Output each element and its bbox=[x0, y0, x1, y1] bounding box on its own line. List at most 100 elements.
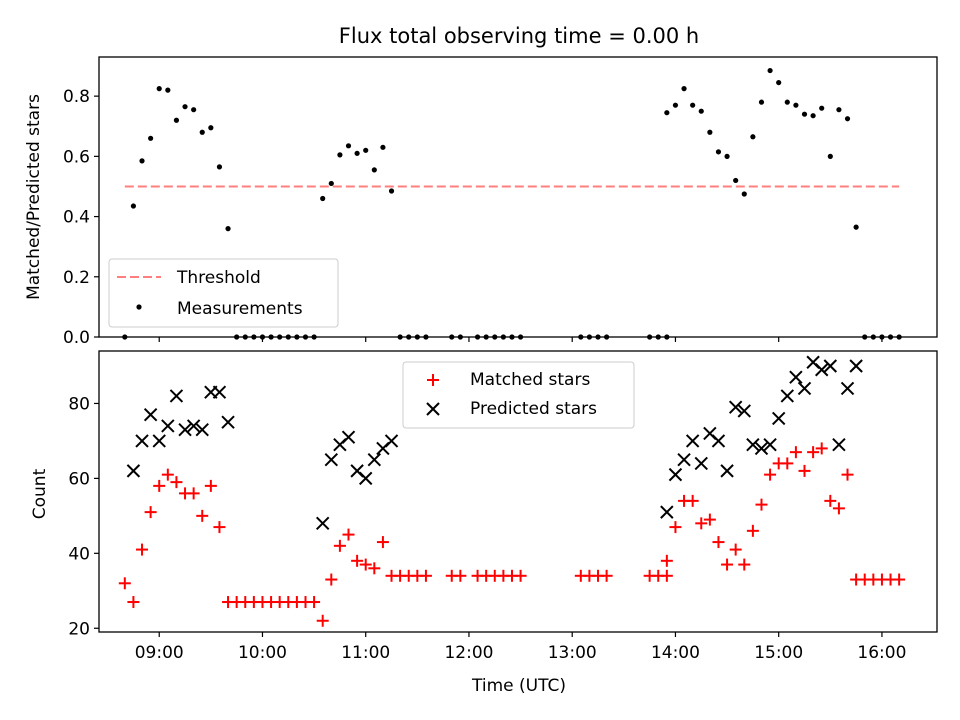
predicted-point bbox=[143, 407, 158, 422]
bottom-xtick-label: 10:00 bbox=[238, 643, 287, 663]
matched-point bbox=[824, 494, 837, 507]
measurement-point bbox=[173, 117, 180, 123]
matched-point bbox=[764, 468, 777, 481]
bottom-xtick-label: 11:00 bbox=[341, 643, 390, 663]
predicted-point bbox=[212, 385, 227, 399]
measurement-point bbox=[328, 180, 334, 187]
matched-point bbox=[798, 464, 811, 477]
predicted-point bbox=[754, 441, 769, 456]
bottom-xtick-label: 14:00 bbox=[651, 643, 700, 663]
predicted-point bbox=[711, 434, 726, 448]
top-ylabel: Matched/Predicted stars bbox=[24, 94, 44, 300]
legend-measurements-label: Measurements bbox=[177, 299, 303, 319]
predicted-point bbox=[720, 464, 734, 478]
measurement-point bbox=[715, 149, 722, 155]
bottom-axes-frame bbox=[98, 350, 938, 633]
matched-point bbox=[144, 506, 157, 519]
bottom-legend: Matched stars Predicted stars bbox=[402, 361, 635, 429]
legend-measurements-swatch bbox=[136, 304, 142, 310]
measurement-point bbox=[836, 107, 842, 113]
matched-point bbox=[738, 558, 751, 571]
bottom-yticks: 20 40 60 80 bbox=[68, 394, 99, 639]
predicted-point bbox=[685, 434, 700, 448]
matched-point bbox=[729, 543, 742, 556]
predicted-point bbox=[849, 359, 863, 373]
measurement-point bbox=[698, 108, 704, 114]
matched-point bbox=[781, 457, 794, 470]
matched-point bbox=[359, 558, 372, 571]
matched-point bbox=[342, 528, 355, 541]
bottom-ylabel: Count bbox=[30, 468, 50, 519]
legend-matched-label: Matched stars bbox=[470, 370, 590, 390]
matched-point bbox=[721, 558, 734, 571]
measurement-point bbox=[320, 195, 326, 202]
measurement-point bbox=[363, 147, 369, 153]
matched-point bbox=[841, 468, 854, 481]
top-ytick-label: 0.4 bbox=[63, 208, 90, 228]
top-axes-frame bbox=[98, 56, 938, 338]
measurement-point bbox=[165, 87, 171, 93]
matched-point bbox=[815, 442, 828, 455]
matched-point bbox=[376, 536, 389, 549]
measurement-point bbox=[758, 99, 765, 105]
matched-point bbox=[213, 521, 226, 534]
measurement-point bbox=[130, 203, 137, 209]
measurement-point bbox=[767, 67, 773, 74]
measurement-point bbox=[810, 113, 816, 119]
measurement-point bbox=[750, 134, 756, 140]
matched-point bbox=[308, 596, 321, 609]
measurement-point bbox=[844, 116, 851, 122]
matched-point bbox=[118, 577, 131, 590]
matched-point bbox=[127, 596, 140, 609]
predicted-point bbox=[324, 452, 339, 467]
predicted-points bbox=[126, 355, 863, 531]
bottom-ytick-label: 60 bbox=[68, 469, 90, 489]
measurement-point bbox=[784, 99, 790, 105]
predicted-point bbox=[341, 430, 356, 444]
bottom-ytick-label: 80 bbox=[68, 394, 90, 414]
matched-point bbox=[514, 569, 527, 582]
predicted-point bbox=[763, 437, 777, 452]
predicted-point bbox=[746, 437, 760, 452]
matched-point bbox=[686, 494, 699, 507]
measurement-point bbox=[776, 79, 782, 86]
predicted-point bbox=[178, 422, 192, 437]
predicted-point bbox=[780, 389, 795, 403]
measurement-point bbox=[380, 144, 386, 150]
predicted-point bbox=[789, 370, 803, 384]
matched-point bbox=[789, 446, 802, 459]
measurement-points bbox=[122, 67, 902, 340]
measurement-point bbox=[156, 86, 162, 92]
matched-point bbox=[170, 476, 183, 489]
predicted-point bbox=[832, 437, 846, 452]
measurement-point bbox=[225, 226, 231, 232]
predicted-point bbox=[771, 411, 786, 426]
matched-point bbox=[669, 521, 682, 534]
matched-point bbox=[600, 569, 613, 582]
matched-point bbox=[325, 573, 338, 586]
matched-point bbox=[454, 569, 467, 582]
matched-point bbox=[712, 536, 725, 549]
chart-title: Flux total observing time = 0.00 h bbox=[339, 24, 699, 48]
measurement-point bbox=[741, 191, 747, 197]
predicted-point bbox=[161, 419, 175, 433]
bottom-ytick-label: 40 bbox=[68, 544, 90, 564]
legend-matched-swatch bbox=[427, 374, 439, 386]
measurement-point bbox=[733, 177, 739, 184]
predicted-point bbox=[186, 419, 201, 433]
measurement-point bbox=[337, 152, 343, 158]
matched-point bbox=[660, 554, 673, 567]
matched-point bbox=[333, 539, 346, 552]
bottom-xlabel: Time (UTC) bbox=[471, 676, 566, 696]
matched-point bbox=[316, 614, 329, 627]
measurement-point bbox=[707, 129, 713, 135]
top-yticks: 0.0 0.2 0.4 0.6 0.8 bbox=[63, 87, 99, 348]
predicted-point bbox=[677, 452, 691, 467]
measurement-point bbox=[801, 111, 808, 117]
predicted-point bbox=[359, 471, 373, 486]
measurement-point bbox=[690, 102, 696, 108]
matched-point bbox=[807, 446, 820, 459]
matched-point bbox=[703, 513, 716, 526]
measurement-point bbox=[182, 104, 188, 110]
